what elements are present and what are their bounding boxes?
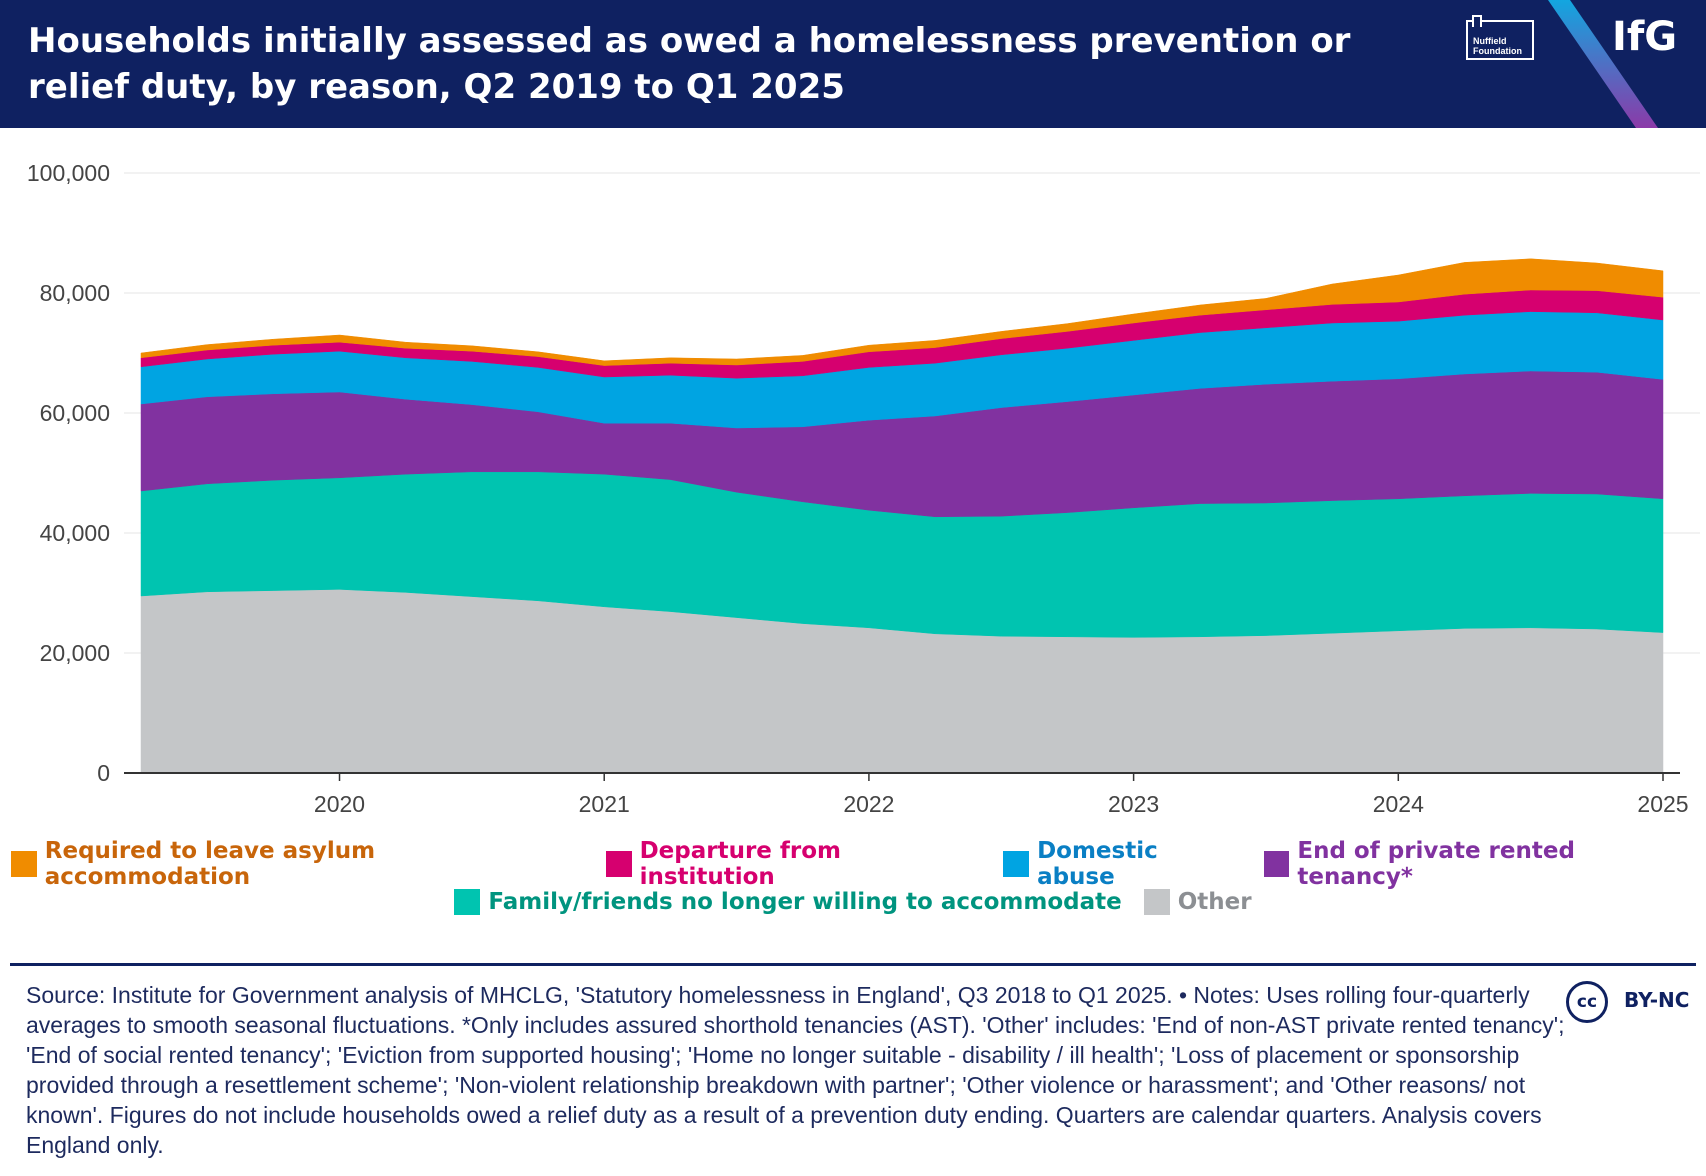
y-tick-label: 20,000 <box>40 640 110 666</box>
stacked-area-chart: 0 20,000 40,000 60,000 80,000 100,000 2020 2021… <box>27 160 1700 817</box>
creative-commons-icon: cc <box>1566 981 1608 1023</box>
x-tick-label: 2023 <box>1108 791 1159 817</box>
source-notes: Source: Institute for Government analysi… <box>26 982 1565 1158</box>
license-label: BY-NC <box>1624 988 1690 1012</box>
y-tick-label: 100,000 <box>27 160 110 186</box>
legend-item: Required to leave asylum accommodation <box>11 838 584 890</box>
legend-swatch <box>1143 889 1170 915</box>
ifg-logo: IfG <box>1612 14 1678 60</box>
y-tick-label: 60,000 <box>40 400 110 426</box>
legend-swatch <box>454 889 481 915</box>
legend-label: End of private rented tenancy* <box>1297 838 1575 890</box>
area-required-to-leave-asylum-accommodation <box>140 258 1664 366</box>
legend-swatch <box>605 851 632 877</box>
decorative-stripes <box>1548 0 1658 128</box>
legend-item: Departure from institution <box>605 838 982 890</box>
legend-label: Departure from institution <box>639 838 842 890</box>
legend-swatch <box>11 851 37 877</box>
legend-swatch <box>1263 851 1290 877</box>
x-tick-label: 2025 <box>1637 791 1688 817</box>
legend: Required to leave asylum accommodation De… <box>0 838 1706 921</box>
legend-label: Domestic abuse <box>1037 838 1158 890</box>
nuffield-mark-icon <box>1472 15 1482 27</box>
footer-divider <box>10 963 1696 966</box>
y-tick-label: 0 <box>97 760 110 786</box>
nuffield-logo-line2: Foundation <box>1473 46 1522 56</box>
nuffield-logo-line1: Nuffield <box>1473 36 1507 46</box>
legend-label: Required to leave asylum accommodation <box>44 838 376 890</box>
legend-item: End of private rented tenancy* <box>1263 838 1695 890</box>
header-banner: Households initially assessed as owed a … <box>0 0 1706 128</box>
axes: 0 20,000 40,000 60,000 80,000 100,000 2020 2021… <box>27 160 1689 817</box>
legend-row-1: Required to leave asylum accommodation De… <box>0 838 1706 890</box>
legend-label: Family/friends no longer willing to acco… <box>488 889 1122 915</box>
x-tick-label: 2024 <box>1373 791 1424 817</box>
legend-swatch <box>1003 851 1030 877</box>
nuffield-foundation-logo: Nuffield Foundation <box>1466 15 1534 60</box>
legend-item: Other <box>1143 889 1252 915</box>
x-tick-label: 2020 <box>314 791 365 817</box>
chart-title: Households initially assessed as owed a … <box>28 21 1351 107</box>
area-series <box>140 258 1664 774</box>
x-tick-label: 2021 <box>579 791 630 817</box>
legend-item: Domestic abuse <box>1003 838 1241 890</box>
legend-label: Other <box>1177 889 1252 915</box>
legend-item: Family/friends no longer willing to acco… <box>454 889 1122 915</box>
x-tick-label: 2022 <box>843 791 894 817</box>
y-tick-label: 40,000 <box>40 520 110 546</box>
y-tick-label: 80,000 <box>40 280 110 306</box>
legend-row-2: Family/friends no longer willing to acco… <box>0 883 1706 921</box>
